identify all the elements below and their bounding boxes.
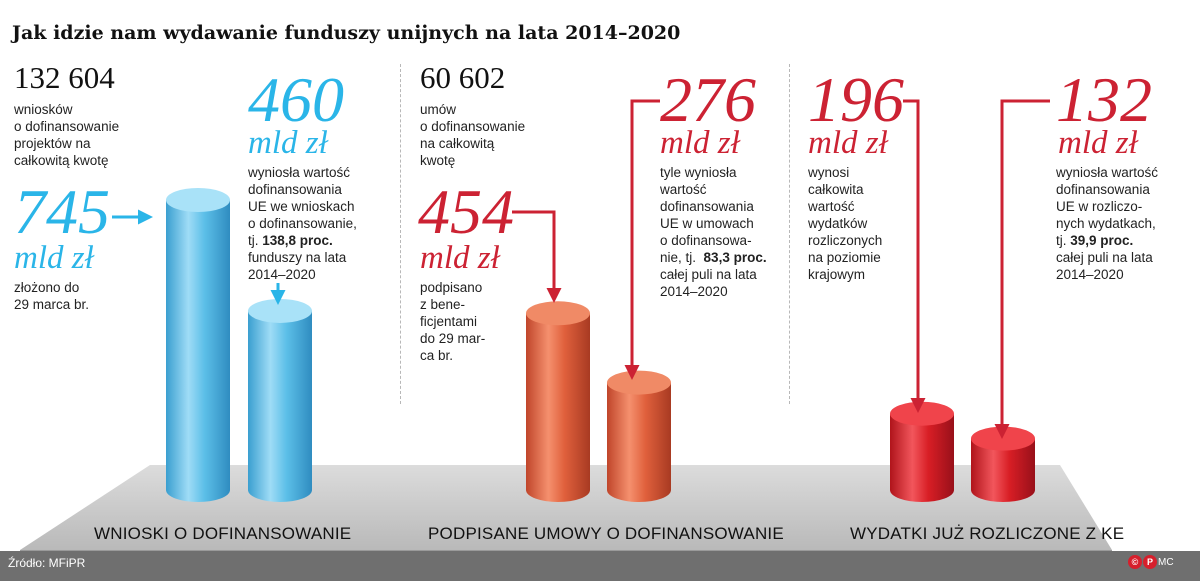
category-umowy: PODPISANE UMOWY O DOFINANSOWANIE <box>428 524 784 543</box>
bar-745 <box>166 188 230 502</box>
wnioski-count: 132 604 <box>14 60 115 95</box>
umowy-eu-desc: tyle wyniosła wartość dofinansowania UE … <box>660 165 767 299</box>
separator-2 <box>789 64 790 404</box>
wnioski-total-unit: mld zł <box>14 240 94 276</box>
bar-454 <box>526 301 590 502</box>
umowy-total-unit: mld zł <box>420 240 500 276</box>
bar-top-745 <box>166 188 230 212</box>
copyright-icon: © <box>1128 555 1142 569</box>
bar-top-454 <box>526 301 590 326</box>
wnioski-eu-desc: wyniosła wartość dofinansowania UE we wn… <box>248 165 357 282</box>
category-wydatki: WYDATKI JUŻ ROZLICZONE Z KE <box>850 524 1125 543</box>
umowy-eu-unit: mld zł <box>660 125 740 161</box>
wnioski-eu-value: 460 <box>248 64 344 135</box>
umowy-count: 60 602 <box>420 60 506 95</box>
umowy-count-desc: umów o dofinansowanie na całkowitą kwotę <box>420 102 526 168</box>
umowy-eu-value: 276 <box>660 64 756 135</box>
wydatki-total-value: 196 <box>808 64 904 135</box>
separator-1 <box>400 64 401 404</box>
wnioski-total-value: 745 <box>14 176 110 247</box>
bar-top-460 <box>248 298 312 323</box>
bar-276 <box>607 370 671 502</box>
wydatki-eu-value: 132 <box>1056 64 1152 135</box>
publisher-logo-icon: P <box>1143 555 1157 569</box>
wnioski-count-desc: wniosków o dofinansowanie projektów na c… <box>14 102 120 168</box>
bar-top-276 <box>607 370 671 395</box>
bar-body-745 <box>166 200 230 502</box>
chart-title: Jak idzie nam wydawanie funduszy unijnyc… <box>12 22 681 44</box>
wydatki-total-desc: wynosi całkowita wartość wydatków rozlic… <box>808 165 883 282</box>
bar-body-132 <box>971 438 1035 502</box>
category-wnioski: WNIOSKI O DOFINANSOWANIE <box>94 524 352 543</box>
wydatki-total-unit: mld zł <box>808 125 888 161</box>
bar-body-454 <box>526 313 590 502</box>
arrow-196 <box>903 99 926 413</box>
author-credit: MC <box>1158 557 1174 568</box>
bar-body-460 <box>248 310 312 502</box>
bar-460 <box>248 298 312 502</box>
wydatki-eu-unit: mld zł <box>1058 125 1138 161</box>
arrow-454 <box>512 210 562 303</box>
wnioski-eu-unit: mld zł <box>248 125 328 161</box>
bar-body-276 <box>607 382 671 502</box>
source-bar <box>0 551 1200 581</box>
bar-132 <box>971 426 1035 502</box>
wnioski-total-desc: złożono do 29 marca br. <box>14 280 90 312</box>
bar-body-196 <box>890 413 954 502</box>
source-text: Źródło: MFiPR <box>8 556 86 570</box>
arrow-276 <box>624 99 660 380</box>
arrow-132 <box>994 99 1050 439</box>
bar-top-196 <box>890 401 954 426</box>
bar-196 <box>890 401 954 502</box>
umowy-total-desc: podpisano z bene- ficjentami do 29 mar- … <box>420 280 486 363</box>
wydatki-eu-desc: wyniosła wartość dofinansowania UE w roz… <box>1056 165 1159 282</box>
umowy-total-value: 454 <box>418 176 514 247</box>
